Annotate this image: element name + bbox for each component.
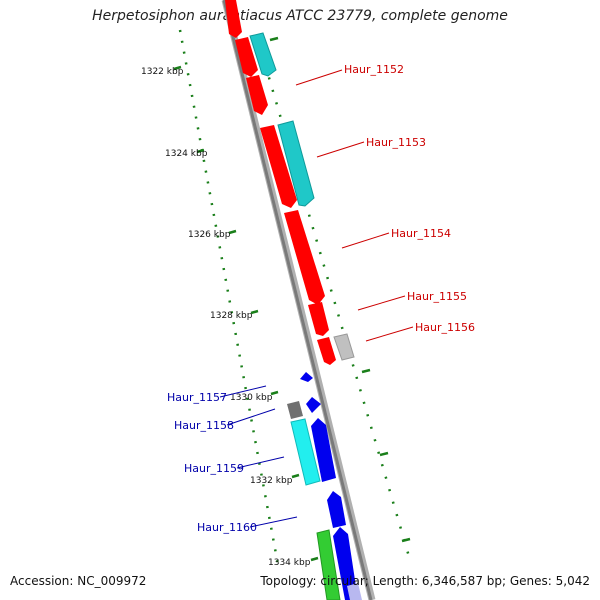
gene-label-haur-1158[interactable]: Haur_1158 (174, 419, 234, 432)
tick-label-1322: 1322 kbp (141, 67, 184, 77)
gene-darkgrey[interactable] (287, 401, 303, 419)
tick-label-1334: 1334 kbp (268, 558, 311, 568)
forward-strand-genes (225, 0, 355, 365)
forward-gene-labels: Haur_1152 Haur_1153 Haur_1154 Haur_1155 … (295, 63, 475, 342)
tick-label-1332: 1332 kbp (250, 476, 293, 486)
gene-blue-1160b[interactable] (333, 527, 358, 600)
gene-lightcyan[interactable] (290, 418, 321, 486)
gene-blue-small-2[interactable] (306, 397, 321, 413)
tick-mark (196, 148, 205, 154)
gene-blue-1160a[interactable] (327, 491, 346, 528)
gene-arrow-top[interactable] (225, 0, 242, 38)
tick-mark (173, 65, 182, 71)
gene-label-haur-1156[interactable]: Haur_1156 (415, 321, 475, 334)
gene-label-haur-1160[interactable]: Haur_1160 (197, 521, 257, 534)
reverse-gene-labels: Haur_1157 Haur_1158 Haur_1159 Haur_1160 (167, 385, 298, 534)
tick-mark (310, 556, 319, 562)
gene-red-1154[interactable] (284, 210, 325, 305)
genome-summary-text: Topology: circular; Length: 6,346,587 bp… (260, 574, 590, 588)
reverse-strand-genes (287, 372, 362, 600)
tick-label-1326: 1326 kbp (188, 230, 231, 240)
gene-red-1152b[interactable] (246, 75, 268, 115)
gene-red-1153[interactable] (260, 125, 297, 208)
tick-mark (250, 309, 259, 315)
tick-label-1328: 1328 kbp (210, 311, 253, 321)
tick-mark (379, 451, 389, 457)
gene-label-haur-1157[interactable]: Haur_1157 (167, 391, 227, 404)
gene-red-1155[interactable] (308, 302, 329, 336)
gene-label-haur-1154[interactable]: Haur_1154 (391, 227, 451, 240)
tick-mark (401, 537, 411, 543)
gene-label-haur-1152[interactable]: Haur_1152 (344, 63, 404, 76)
tick-label-1330: 1330 kbp (230, 393, 273, 403)
tick-mark (270, 390, 279, 396)
gene-cyan-2[interactable] (277, 120, 315, 207)
gene-cyan-1[interactable] (249, 32, 277, 77)
tick-mark (228, 229, 237, 235)
gene-red-1152a[interactable] (235, 37, 258, 77)
tick-mark (291, 473, 300, 479)
accession-text: Accession: NC_009972 (10, 574, 147, 588)
map-title: Herpetosiphon aurantiacus ATCC 23779, co… (92, 8, 508, 24)
gene-blue-1159[interactable] (311, 418, 336, 482)
gene-green[interactable] (316, 529, 341, 600)
gene-grey[interactable] (333, 333, 355, 361)
gene-label-haur-1153[interactable]: Haur_1153 (366, 136, 426, 149)
right-scale-ruler (256, 36, 412, 561)
gene-red-1156[interactable] (317, 337, 336, 365)
gene-label-haur-1155[interactable]: Haur_1155 (407, 290, 467, 303)
left-scale-ruler (173, 29, 319, 566)
tick-mark (269, 36, 279, 42)
tick-mark (361, 368, 371, 374)
tick-label-1324: 1324 kbp (165, 149, 208, 159)
gene-lavender[interactable] (347, 583, 362, 600)
gene-blue-small-1[interactable] (300, 372, 313, 382)
gene-label-haur-1159[interactable]: Haur_1159 (184, 462, 244, 475)
